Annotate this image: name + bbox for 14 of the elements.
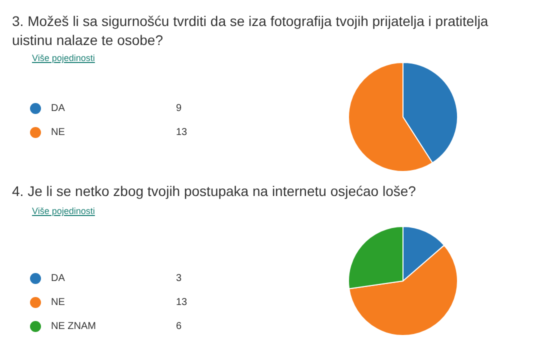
text: Više pojedinosti xyxy=(32,53,95,63)
legend-label: DA xyxy=(51,102,66,114)
data-label: 13 xyxy=(176,126,188,138)
chart-title: 4. Je li se netko zbog tvojih postupaka na internetu osjećao loše? xyxy=(12,182,417,201)
legend-label: DA xyxy=(51,272,66,284)
data-label: 9 xyxy=(176,102,182,114)
legend-label: NE ZNAM xyxy=(51,320,97,332)
data-label: 3 xyxy=(176,272,182,284)
text: Više pojedinosti xyxy=(32,206,95,216)
chart-title: 3. Možeš li sa sigurnošću tvrditi da se iza fotografija tvojih prijatelja i pratitelja uistinu nalaze te osobe? xyxy=(12,12,490,50)
data-label: 13 xyxy=(176,296,188,308)
data-label: 6 xyxy=(176,320,182,332)
legend-label: NE xyxy=(51,126,66,138)
legend-label: NE xyxy=(51,296,66,308)
